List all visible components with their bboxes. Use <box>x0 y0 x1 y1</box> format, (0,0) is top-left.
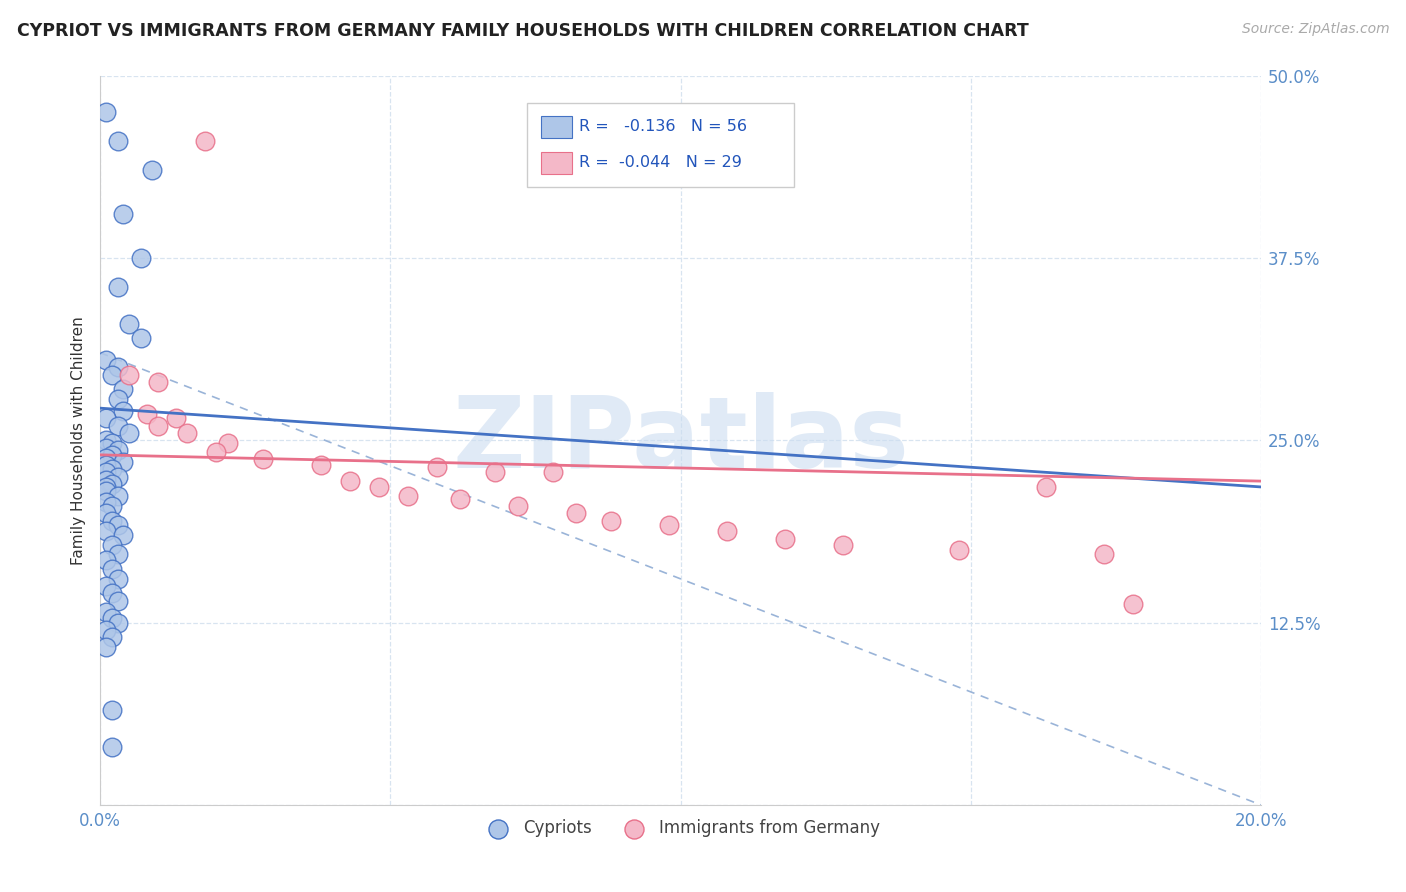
Y-axis label: Family Households with Children: Family Households with Children <box>72 316 86 565</box>
Point <box>107 547 129 561</box>
Point <box>100 611 122 625</box>
Point <box>118 368 141 382</box>
Point <box>94 450 117 465</box>
Point <box>541 466 564 480</box>
Point <box>107 593 129 607</box>
Text: CYPRIOT VS IMMIGRANTS FROM GERMANY FAMILY HOUSEHOLDS WITH CHILDREN CORRELATION C: CYPRIOT VS IMMIGRANTS FROM GERMANY FAMIL… <box>17 22 1029 40</box>
Point <box>948 542 970 557</box>
Point <box>94 484 117 499</box>
Point <box>94 353 117 368</box>
Point <box>658 517 681 532</box>
Point <box>600 514 623 528</box>
Point <box>100 448 122 462</box>
Point <box>100 586 122 600</box>
Point <box>449 491 471 506</box>
Point <box>506 499 529 513</box>
Point <box>107 517 129 532</box>
Point <box>100 368 122 382</box>
Point <box>112 207 135 221</box>
Point <box>100 499 122 513</box>
Point <box>112 382 135 396</box>
Point <box>100 477 122 491</box>
Text: ZIPatlas: ZIPatlas <box>453 392 910 489</box>
Point <box>100 739 122 754</box>
Point <box>107 360 129 375</box>
Point <box>118 425 141 440</box>
Point <box>367 480 389 494</box>
Point <box>135 407 157 421</box>
Point <box>107 615 129 630</box>
Point <box>94 480 117 494</box>
Point <box>100 436 122 450</box>
Point <box>112 528 135 542</box>
Point <box>94 506 117 520</box>
Point <box>194 134 217 148</box>
Point <box>94 466 117 480</box>
Point <box>252 452 274 467</box>
Point <box>107 418 129 433</box>
Point <box>141 163 163 178</box>
Point <box>148 418 170 433</box>
Point <box>100 703 122 717</box>
Legend: Cypriots, Immigrants from Germany: Cypriots, Immigrants from Germany <box>475 813 886 844</box>
Point <box>129 331 152 345</box>
Point <box>94 623 117 637</box>
Point <box>396 489 419 503</box>
Point <box>107 443 129 458</box>
Point <box>107 469 129 483</box>
Point <box>309 458 332 472</box>
Point <box>100 462 122 476</box>
Point <box>118 317 141 331</box>
Point <box>107 392 129 407</box>
Point <box>94 524 117 538</box>
Point <box>484 466 506 480</box>
Point <box>129 251 152 265</box>
Point <box>94 434 117 448</box>
Point <box>205 445 228 459</box>
Point <box>94 579 117 593</box>
Point <box>100 538 122 552</box>
Point <box>565 506 588 520</box>
Text: Source: ZipAtlas.com: Source: ZipAtlas.com <box>1241 22 1389 37</box>
Point <box>1122 597 1144 611</box>
Point <box>107 572 129 586</box>
Point <box>217 436 239 450</box>
Point <box>107 280 129 294</box>
Point <box>100 514 122 528</box>
Text: R =   -0.136   N = 56: R = -0.136 N = 56 <box>579 120 747 134</box>
Point <box>94 105 117 120</box>
Point <box>100 630 122 644</box>
Point <box>773 533 796 547</box>
Point <box>94 494 117 508</box>
Point <box>112 404 135 418</box>
Point <box>148 375 170 389</box>
Point <box>339 474 361 488</box>
Point <box>165 411 187 425</box>
Point <box>94 553 117 567</box>
Point <box>1092 547 1115 561</box>
Point <box>107 489 129 503</box>
Point <box>426 459 449 474</box>
Point <box>94 640 117 655</box>
Point <box>112 455 135 469</box>
Point <box>107 134 129 148</box>
Point <box>94 606 117 620</box>
Point <box>100 562 122 576</box>
Point <box>94 458 117 472</box>
Point <box>94 473 117 487</box>
Point <box>716 524 738 538</box>
Point <box>1035 480 1057 494</box>
Text: R =  -0.044   N = 29: R = -0.044 N = 29 <box>579 155 742 169</box>
Point <box>832 538 855 552</box>
Point <box>176 425 198 440</box>
Point <box>94 441 117 455</box>
Point <box>94 411 117 425</box>
